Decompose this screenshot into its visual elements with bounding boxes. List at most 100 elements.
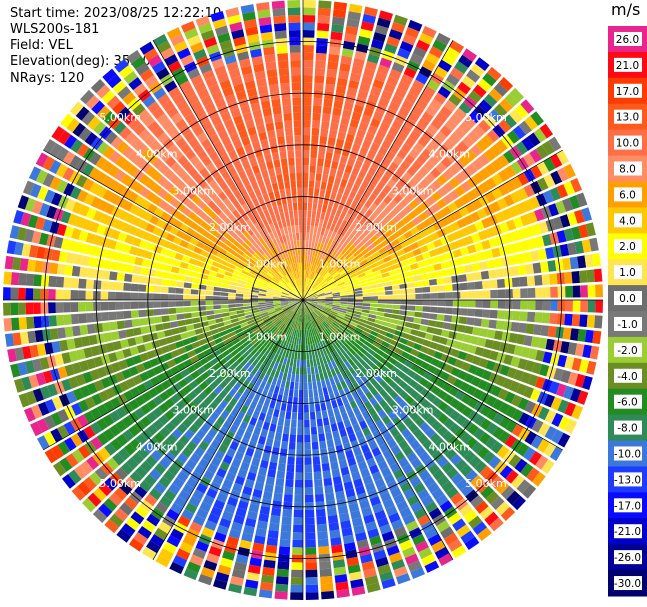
velocity-gate (262, 253, 270, 261)
velocity-gate (367, 53, 380, 64)
velocity-gate (224, 353, 234, 362)
velocity-gate (465, 273, 475, 282)
velocity-gate (353, 284, 362, 289)
velocity-gate (405, 136, 417, 148)
velocity-gate (266, 350, 273, 359)
velocity-gate (136, 344, 147, 354)
velocity-gate (155, 444, 168, 457)
velocity-gate (265, 261, 273, 269)
velocity-gate (341, 273, 350, 280)
velocity-gate (311, 281, 317, 288)
velocity-gate (483, 148, 496, 162)
velocity-gate (392, 294, 401, 300)
velocity-gate (210, 506, 223, 518)
velocity-gate (292, 313, 297, 321)
velocity-gate (355, 430, 365, 440)
velocity-gate (328, 315, 336, 321)
velocity-gate (166, 433, 178, 445)
velocity-gate (266, 241, 273, 250)
velocity-gate (149, 357, 160, 368)
velocity-gate (119, 502, 134, 516)
velocity-gate (70, 302, 79, 313)
velocity-gate (218, 358, 228, 367)
velocity-gate (412, 428, 424, 439)
velocity-gate (345, 133, 355, 143)
velocity-gate (265, 292, 274, 296)
velocity-gate (114, 507, 129, 522)
velocity-gate (393, 14, 408, 26)
velocity-gate (412, 373, 423, 383)
velocity-gate (273, 292, 282, 296)
velocity-gate (315, 508, 326, 518)
velocity-rays (3, 0, 603, 600)
velocity-gate (383, 375, 393, 385)
velocity-gate (168, 307, 177, 315)
velocity-gate (24, 360, 35, 374)
velocity-gate (101, 175, 114, 188)
velocity-gate (243, 397, 252, 407)
velocity-gate (91, 393, 103, 406)
velocity-gate (348, 323, 357, 330)
velocity-gate (347, 294, 356, 298)
velocity-gate (220, 300, 229, 305)
velocity-gate (485, 360, 496, 371)
velocity-gate (221, 283, 230, 289)
velocity-gate (271, 416, 279, 425)
velocity-gate (253, 426, 262, 436)
velocity-gate (437, 307, 446, 314)
velocity-gate (298, 217, 303, 226)
velocity-gate (320, 448, 328, 457)
velocity-gate (500, 506, 516, 522)
velocity-gate (93, 356, 104, 368)
velocity-gate (207, 428, 218, 439)
velocity-gate (392, 416, 403, 427)
velocity-gate (134, 256, 144, 266)
velocity-gate (78, 302, 86, 312)
velocity-gate (260, 337, 268, 345)
velocity-gate (412, 216, 422, 226)
velocity-gate (403, 245, 413, 254)
velocity-gate (218, 234, 227, 243)
velocity-gate (131, 216, 142, 227)
velocity-gate (497, 310, 506, 320)
velocity-gate (529, 451, 543, 466)
velocity-gate (316, 516, 327, 525)
velocity-gate (192, 407, 203, 418)
velocity-gate (452, 300, 461, 307)
velocity-gate (286, 403, 293, 412)
velocity-gate (320, 455, 329, 464)
velocity-gate (569, 256, 579, 270)
velocity-gate (168, 294, 176, 300)
velocity-gate (228, 222, 238, 232)
velocity-gate (173, 40, 188, 53)
velocity-gate (298, 270, 301, 278)
velocity-gate (426, 403, 438, 415)
velocity-gate (581, 207, 593, 222)
velocity-gate (114, 371, 125, 383)
velocity-gate (408, 177, 419, 188)
velocity-gate (424, 501, 438, 514)
velocity-gate (279, 75, 290, 84)
velocity-gate (35, 152, 49, 168)
velocity-gate (368, 368, 378, 378)
velocity-gate (229, 132, 240, 143)
velocity-gate (314, 350, 319, 359)
velocity-gate (400, 225, 410, 234)
velocity-gate (285, 309, 292, 316)
velocity-gate (43, 431, 57, 447)
velocity-gate (54, 353, 64, 366)
velocity-gate (505, 300, 513, 310)
velocity-gate (337, 373, 344, 382)
velocity-gate (109, 271, 118, 281)
velocity-gate (107, 239, 117, 250)
velocity-gate (231, 568, 246, 579)
velocity-gate (360, 315, 369, 321)
velocity-gate (100, 377, 112, 389)
velocity-gate (184, 318, 193, 325)
velocity-gate (404, 553, 419, 566)
velocity-gate (253, 281, 261, 287)
velocity-gate (190, 74, 204, 87)
velocity-gate (263, 445, 272, 455)
velocity-gate (268, 384, 276, 393)
velocity-gate (212, 474, 224, 485)
